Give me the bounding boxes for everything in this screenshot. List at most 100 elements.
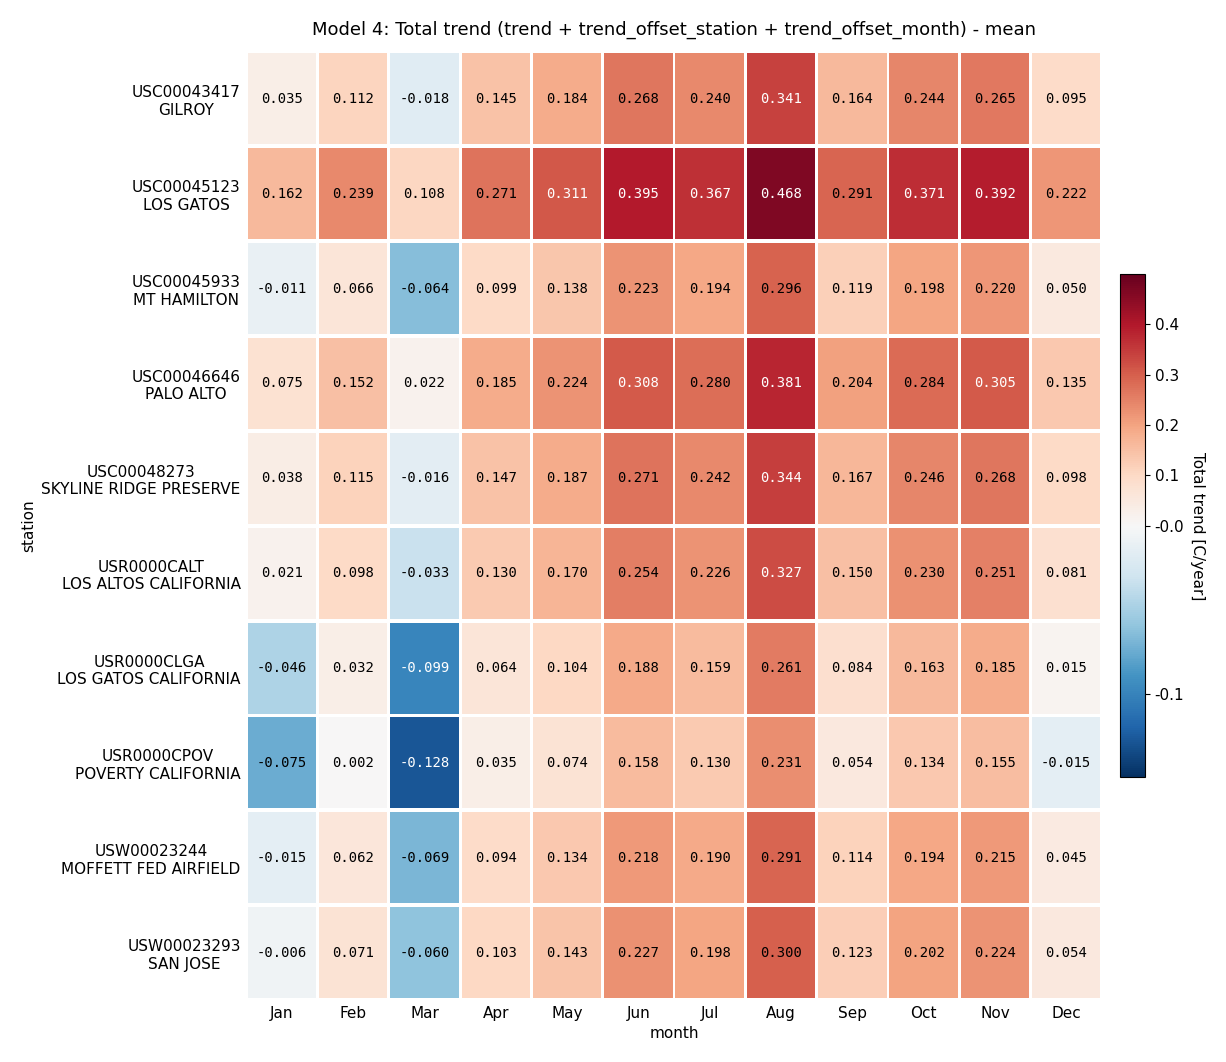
Bar xyxy=(889,622,958,714)
Bar xyxy=(1032,338,1101,429)
Bar xyxy=(818,907,886,998)
Text: -0.069: -0.069 xyxy=(400,851,450,864)
Text: 0.035: 0.035 xyxy=(474,756,516,770)
Text: 0.054: 0.054 xyxy=(831,756,873,770)
Text: 0.244: 0.244 xyxy=(902,92,944,106)
Bar xyxy=(319,718,387,808)
Bar xyxy=(889,907,958,998)
Bar xyxy=(889,149,958,239)
Title: Model 4: Total trend (trend + trend_offset_station + trend_offset_month) - mean: Model 4: Total trend (trend + trend_offs… xyxy=(313,21,1036,39)
Bar xyxy=(747,433,815,524)
Text: 0.308: 0.308 xyxy=(618,377,660,391)
Text: -0.018: -0.018 xyxy=(400,92,450,106)
Bar xyxy=(818,528,886,619)
Bar xyxy=(533,528,601,619)
X-axis label: month: month xyxy=(650,1026,699,1041)
Text: 0.035: 0.035 xyxy=(261,92,303,106)
Text: 0.300: 0.300 xyxy=(760,945,802,960)
Bar xyxy=(747,907,815,998)
Text: 0.081: 0.081 xyxy=(1046,566,1087,580)
Bar xyxy=(961,53,1029,144)
Bar xyxy=(461,528,530,619)
Text: 0.134: 0.134 xyxy=(902,756,944,770)
Text: -0.075: -0.075 xyxy=(256,756,306,770)
Bar xyxy=(248,528,316,619)
Bar xyxy=(676,243,744,335)
Text: 0.185: 0.185 xyxy=(474,377,516,391)
Text: -0.011: -0.011 xyxy=(256,281,306,295)
Text: -0.006: -0.006 xyxy=(256,945,306,960)
Text: 0.095: 0.095 xyxy=(1046,92,1087,106)
Text: -0.015: -0.015 xyxy=(256,851,306,864)
Y-axis label: Total trend [C/year]: Total trend [C/year] xyxy=(1190,451,1205,600)
Text: -0.046: -0.046 xyxy=(256,661,306,675)
Text: 0.084: 0.084 xyxy=(831,661,873,675)
Bar xyxy=(533,433,601,524)
Bar xyxy=(248,243,316,335)
Text: 0.145: 0.145 xyxy=(474,92,516,106)
Bar xyxy=(818,149,886,239)
Bar xyxy=(248,338,316,429)
Text: 0.050: 0.050 xyxy=(1046,281,1087,295)
Text: 0.159: 0.159 xyxy=(689,661,731,675)
Text: 0.198: 0.198 xyxy=(902,281,944,295)
Bar xyxy=(461,622,530,714)
Text: 0.291: 0.291 xyxy=(831,187,873,201)
Bar xyxy=(461,433,530,524)
Text: 0.114: 0.114 xyxy=(831,851,873,864)
Bar xyxy=(461,907,530,998)
Bar xyxy=(818,718,886,808)
Text: 0.022: 0.022 xyxy=(403,377,445,391)
Text: 0.227: 0.227 xyxy=(618,945,660,960)
Bar xyxy=(676,53,744,144)
Text: 0.164: 0.164 xyxy=(831,92,873,106)
Bar xyxy=(319,53,387,144)
Bar xyxy=(533,622,601,714)
Bar xyxy=(889,53,958,144)
Text: 0.015: 0.015 xyxy=(1046,661,1087,675)
Bar xyxy=(533,149,601,239)
Text: 0.103: 0.103 xyxy=(474,945,516,960)
Bar xyxy=(533,338,601,429)
Bar xyxy=(604,243,673,335)
Text: 0.341: 0.341 xyxy=(760,92,802,106)
Text: 0.254: 0.254 xyxy=(618,566,660,580)
Bar xyxy=(248,907,316,998)
Bar xyxy=(604,528,673,619)
Text: 0.187: 0.187 xyxy=(546,472,588,485)
Bar xyxy=(319,338,387,429)
Text: 0.002: 0.002 xyxy=(332,756,374,770)
Text: 0.062: 0.062 xyxy=(332,851,374,864)
Text: -0.060: -0.060 xyxy=(400,945,450,960)
Text: 0.240: 0.240 xyxy=(689,92,731,106)
Text: 0.066: 0.066 xyxy=(332,281,374,295)
Bar xyxy=(961,149,1029,239)
Bar xyxy=(390,53,459,144)
Text: 0.381: 0.381 xyxy=(760,377,802,391)
Bar xyxy=(961,718,1029,808)
Text: 0.291: 0.291 xyxy=(760,851,802,864)
Text: 0.202: 0.202 xyxy=(902,945,944,960)
Text: 0.130: 0.130 xyxy=(689,756,731,770)
Bar xyxy=(248,622,316,714)
Bar xyxy=(676,907,744,998)
Bar xyxy=(461,243,530,335)
Bar xyxy=(747,812,815,904)
Bar xyxy=(747,622,815,714)
Text: 0.138: 0.138 xyxy=(546,281,588,295)
Bar xyxy=(747,149,815,239)
Bar xyxy=(747,243,815,335)
Bar xyxy=(889,528,958,619)
Bar xyxy=(889,718,958,808)
Text: 0.371: 0.371 xyxy=(902,187,944,201)
Bar xyxy=(390,907,459,998)
Text: 0.224: 0.224 xyxy=(546,377,588,391)
Text: 0.143: 0.143 xyxy=(546,945,588,960)
Bar xyxy=(1032,53,1101,144)
Bar xyxy=(676,718,744,808)
Text: 0.224: 0.224 xyxy=(973,945,1016,960)
Y-axis label: station: station xyxy=(21,499,36,552)
Bar xyxy=(248,433,316,524)
Text: 0.218: 0.218 xyxy=(618,851,660,864)
Bar xyxy=(390,338,459,429)
